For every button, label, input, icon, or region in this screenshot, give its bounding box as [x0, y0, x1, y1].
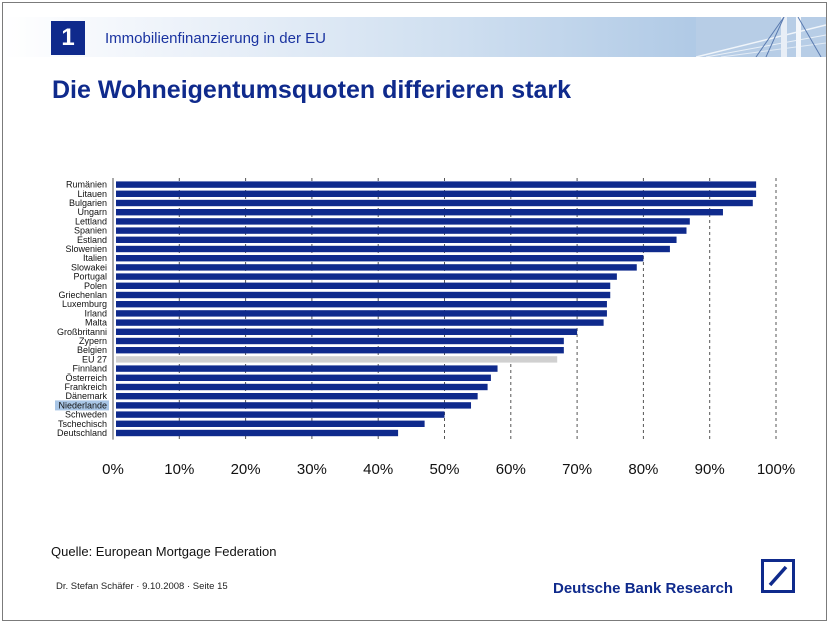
x-tick-label: 100%	[757, 461, 795, 478]
bar-finnland	[116, 365, 498, 372]
category-label: Slowenien	[65, 244, 107, 254]
category-label: Malta	[85, 318, 107, 328]
x-tick-label: 50%	[429, 461, 459, 478]
bar-portugal	[116, 273, 617, 280]
category-label: Polen	[84, 281, 107, 291]
bar-irland	[116, 310, 607, 317]
category-label: Frankreich	[64, 382, 107, 392]
bar-schweden	[116, 411, 445, 418]
bar-slowenien	[116, 245, 670, 253]
bar-malta	[116, 319, 604, 326]
category-label: Deutschland	[57, 428, 107, 438]
x-tick-label: 70%	[562, 461, 592, 478]
bar-polen	[116, 282, 611, 289]
category-label: Bulgarien	[69, 198, 107, 208]
category-label: Lettland	[75, 216, 107, 226]
category-label: Belgien	[77, 345, 107, 355]
source-note: Quelle: European Mortgage Federation	[51, 544, 277, 559]
homeownership-bar-chart: RumänienLitauenBulgarienUngarnLettlandSp…	[55, 178, 795, 478]
bar-ungarn	[116, 209, 723, 216]
x-tick-label: 0%	[102, 461, 124, 478]
header-band	[3, 17, 826, 57]
category-label: Großbritanni	[57, 327, 107, 337]
bar-deutschland	[116, 429, 399, 437]
x-tick-label: 60%	[496, 461, 526, 478]
bar-lettland	[116, 218, 690, 225]
x-tick-label: 10%	[164, 461, 194, 478]
bridge-image	[696, 17, 826, 57]
bar-bulgarien	[116, 199, 753, 207]
brand-name: Deutsche Bank Research	[553, 580, 734, 597]
bar-estland	[116, 236, 677, 243]
bar-italien	[116, 255, 644, 262]
category-label: Finnland	[72, 364, 107, 374]
category-label: Slowakei	[71, 262, 107, 272]
chapter-number: 1	[51, 21, 85, 55]
category-label: Italien	[83, 253, 107, 263]
bar-spanien	[116, 227, 687, 234]
bar-niederlande	[116, 402, 472, 409]
category-label: Luxemburg	[62, 299, 107, 309]
category-label: Rumänien	[66, 180, 107, 190]
x-tick-label: 90%	[695, 461, 725, 478]
category-label: Tschechisch	[58, 419, 107, 429]
category-label: Zypern	[79, 336, 107, 346]
bar-griechenlan	[116, 291, 611, 299]
category-label: Estland	[77, 235, 107, 245]
bar-zypern	[116, 337, 564, 345]
category-label: Litauen	[77, 189, 107, 199]
x-tick-label: 30%	[297, 461, 327, 478]
x-tick-label: 40%	[363, 461, 393, 478]
page-title: Die Wohneigentumsquoten differieren star…	[52, 76, 572, 104]
x-tick-label: 20%	[231, 461, 261, 478]
bar-slowakei	[116, 264, 637, 271]
category-label: Dänemark	[65, 391, 107, 401]
category-label: Österreich	[65, 373, 107, 383]
chapter-title: Immobilienfinanzierung in der EU	[105, 30, 326, 47]
category-label: Spanien	[74, 226, 107, 236]
x-tick-label: 80%	[628, 461, 658, 478]
footer-author-line: Dr. Stefan Schäfer · 9.10.2008 · Seite 1…	[56, 581, 228, 592]
bar-großbritanni	[116, 328, 578, 335]
bar-österreich	[116, 374, 491, 381]
bar-rumänien	[116, 181, 757, 188]
category-label: Irland	[84, 308, 107, 318]
category-label: Griechenlan	[58, 290, 107, 300]
category-label: Schweden	[65, 410, 107, 420]
category-label: EU 27	[82, 354, 107, 364]
bar-litauen	[116, 190, 757, 197]
bar-frankreich	[116, 383, 488, 391]
deutsche-bank-logo-icon	[761, 559, 795, 593]
bar-luxemburg	[116, 301, 607, 308]
category-label: Ungarn	[77, 207, 107, 217]
bar-belgien	[116, 347, 564, 354]
category-label: Portugal	[73, 272, 107, 282]
bar-dänemark	[116, 393, 478, 400]
bar-tschechisch	[116, 420, 425, 427]
label-highlight	[55, 400, 109, 411]
bar-eu-27	[116, 356, 558, 363]
category-label: Niederlande	[58, 400, 107, 410]
